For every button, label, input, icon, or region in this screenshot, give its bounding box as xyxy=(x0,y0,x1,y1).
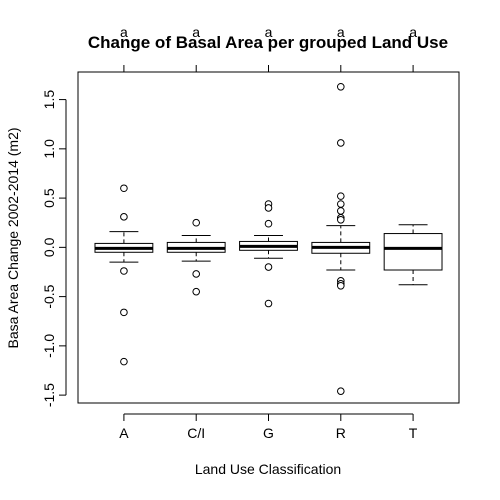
outlier-point xyxy=(192,270,201,278)
x-tick-label: G xyxy=(263,425,274,441)
x-axis: A C/I G R T xyxy=(119,413,418,441)
x-axis-label: Land Use Classification xyxy=(195,461,341,477)
group-letter: a xyxy=(337,24,345,40)
outlier-point xyxy=(192,287,201,296)
outlier-point xyxy=(336,215,345,224)
outlier-point xyxy=(264,219,273,228)
group-letter: a xyxy=(120,24,128,40)
group-letter: a xyxy=(192,24,200,40)
x-tick-label: T xyxy=(409,425,418,441)
outlier-point xyxy=(336,139,345,147)
outlier-point xyxy=(264,299,273,308)
group-letter: a xyxy=(409,24,417,40)
outlier-point xyxy=(264,263,273,271)
x-tick-label: A xyxy=(119,425,129,441)
outlier-point xyxy=(120,308,128,317)
outlier-point xyxy=(192,218,201,227)
y-tick-label: 1.0 xyxy=(41,139,57,159)
outlier-point xyxy=(336,207,345,215)
y-tick-label: 0.0 xyxy=(41,237,57,257)
outlier-point xyxy=(336,200,345,208)
chart-title: Change of Basal Area per grouped Land Us… xyxy=(88,33,448,52)
box-T xyxy=(383,224,443,286)
y-axis: -1.5 -1.0 -0.5 0.0 0.5 1.0 1.5 xyxy=(41,90,67,407)
boxes-layer xyxy=(94,82,443,395)
y-axis-label: Basa Area Change 2002-2014 (m2) xyxy=(5,127,21,348)
outlier-point xyxy=(120,357,128,366)
box-A xyxy=(94,184,154,366)
box-body xyxy=(383,233,443,271)
box-R xyxy=(311,82,371,395)
box-C-I xyxy=(166,218,226,296)
y-tick-label: -1.0 xyxy=(41,334,57,358)
group-letter: a xyxy=(265,24,273,40)
outlier-point xyxy=(264,204,273,212)
y-tick-label: 1.5 xyxy=(41,90,57,110)
x-tick-label: R xyxy=(336,425,346,441)
outlier-point xyxy=(120,213,128,221)
outlier-point xyxy=(336,82,345,91)
outlier-point xyxy=(336,281,345,290)
y-tick-label: 0.5 xyxy=(41,188,57,208)
outlier-point xyxy=(120,184,128,193)
outlier-point xyxy=(336,387,345,395)
box-G xyxy=(239,200,298,308)
x-tick-label: C/I xyxy=(187,425,205,441)
y-tick-label: -1.5 xyxy=(41,383,57,407)
outlier-point xyxy=(120,267,128,275)
y-tick-label: -0.5 xyxy=(41,284,57,308)
outlier-point xyxy=(336,192,345,200)
